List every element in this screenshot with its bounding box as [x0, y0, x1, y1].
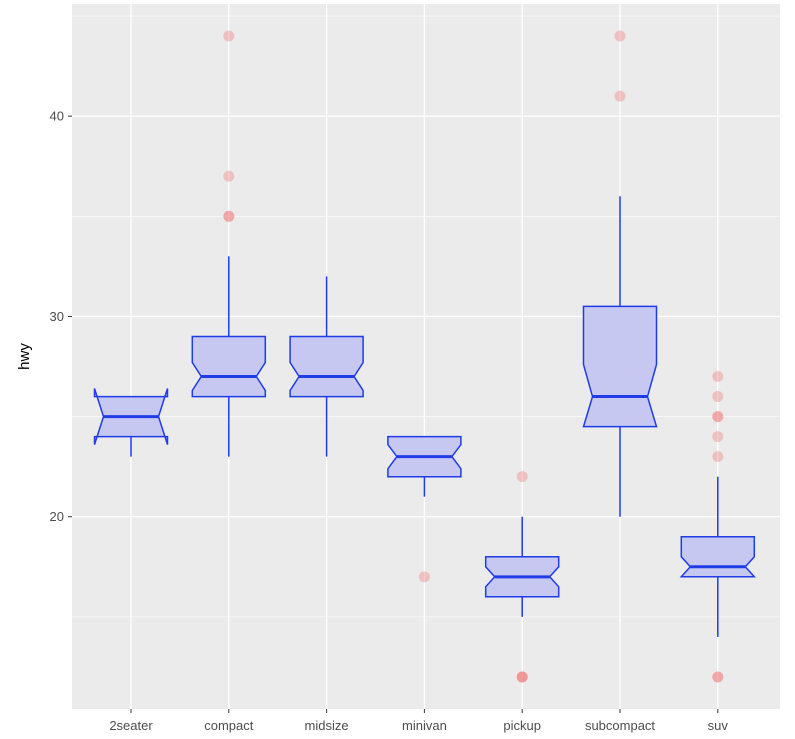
- outlier-point: [223, 210, 235, 222]
- x-tick-label: pickup: [503, 718, 541, 733]
- notched-box: [289, 335, 364, 398]
- plot-panel: [72, 4, 780, 709]
- outlier-point: [712, 671, 724, 683]
- boxplot-marks: [93, 30, 756, 683]
- outlier-point: [712, 431, 724, 443]
- box-group-compact: [191, 30, 267, 457]
- notched-box: [679, 536, 756, 578]
- x-tick-label: suv: [708, 718, 729, 733]
- outlier-point: [516, 671, 528, 683]
- notched-box: [582, 305, 658, 428]
- outlier-point: [712, 371, 724, 383]
- outlier-point: [516, 671, 528, 683]
- box-group-minivan: [387, 435, 462, 583]
- outlier-point: [516, 671, 528, 683]
- y-tick-label: 30: [50, 309, 64, 324]
- x-tick-label: midsize: [305, 718, 349, 733]
- box-group-subcompact: [582, 30, 658, 517]
- y-axis-title: hwy: [16, 343, 33, 370]
- box-group-2seater: [93, 388, 169, 457]
- y-tick-label: 40: [50, 109, 64, 124]
- outlier-point: [712, 411, 724, 423]
- x-tick-label: minivan: [402, 718, 447, 733]
- outlier-point: [712, 451, 724, 463]
- box-group-pickup: [484, 471, 560, 683]
- outlier-point: [712, 671, 724, 683]
- outlier-point: [223, 170, 235, 182]
- outlier-point: [712, 391, 724, 403]
- notched-box: [191, 335, 267, 398]
- y-tick-label: 20: [50, 509, 64, 524]
- outlier-point: [223, 30, 235, 42]
- outlier-point: [516, 471, 528, 483]
- outlier-point: [614, 30, 626, 42]
- x-tick-label: compact: [204, 718, 254, 733]
- box-group-midsize: [289, 276, 364, 457]
- outlier-point: [418, 571, 430, 583]
- outlier-point: [223, 210, 235, 222]
- axes: 20 30 40 2seater compact midsize minivan pickup…: [50, 109, 729, 733]
- box-group-suv: [679, 371, 756, 683]
- outlier-point: [614, 90, 626, 102]
- outlier-point: [712, 411, 724, 423]
- x-tick-label: 2seater: [109, 718, 153, 733]
- x-tick-label: subcompact: [585, 718, 655, 733]
